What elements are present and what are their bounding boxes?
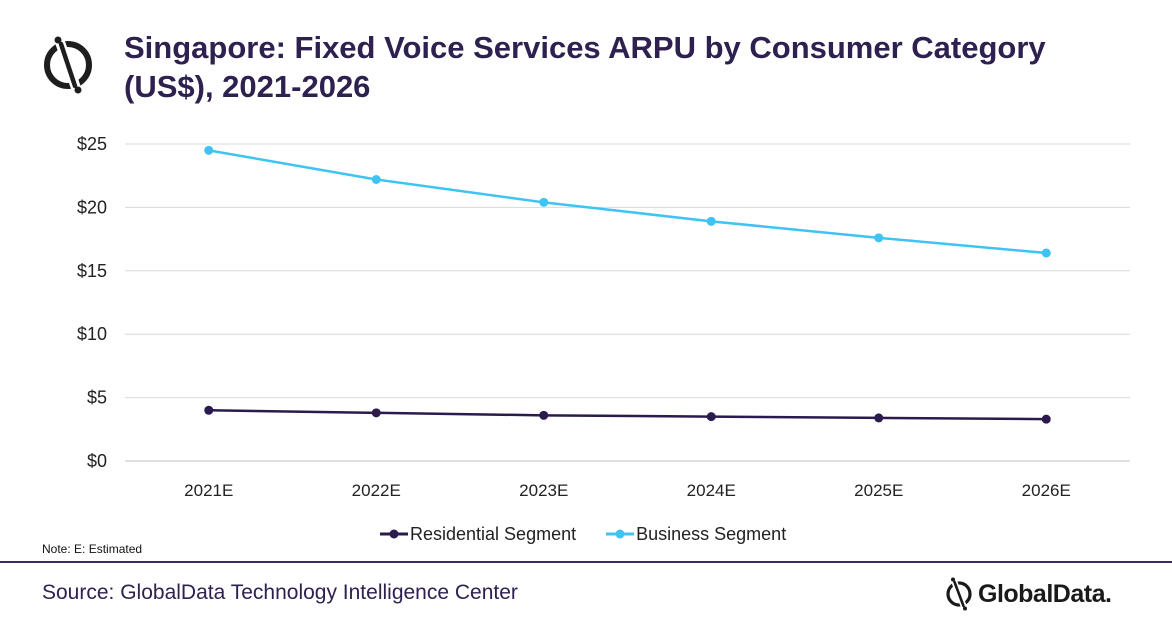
globaldata-logo-icon (40, 34, 96, 96)
source-text: Source: GlobalData Technology Intelligen… (42, 581, 518, 604)
line-chart: $0 $5 $10 $15 $20 $25 2021E 2022E 2023E 2024E 2025… (77, 134, 1130, 500)
x-tick-label: 2026E (1022, 481, 1071, 500)
y-tick-label: $20 (77, 197, 107, 217)
data-point-residential-segment (1041, 414, 1051, 424)
data-point-residential-segment (204, 405, 214, 415)
x-tick-label: 2025E (854, 481, 903, 500)
legend-swatch-business (606, 529, 635, 539)
y-tick-label: $0 (87, 451, 107, 471)
y-tick-label: $25 (77, 134, 107, 154)
y-tick-label: $15 (77, 261, 107, 281)
data-point-business-segment (539, 197, 549, 207)
data-point-business-segment (874, 233, 884, 243)
chart-note: Note: E: Estimated (42, 542, 143, 556)
legend-item-residential: Residential Segment (380, 522, 576, 546)
brand-logo: GlobalData. (944, 576, 1112, 612)
x-tick-label: 2024E (687, 481, 736, 500)
globaldata-brand-icon (946, 577, 972, 611)
data-point-business-segment (1041, 248, 1051, 258)
y-tick-label: $10 (77, 324, 107, 344)
x-tick-label: 2022E (352, 481, 401, 500)
series-line-business-segment (208, 149, 1047, 255)
series-line-residential-segment (208, 409, 1047, 421)
data-point-business-segment (371, 175, 381, 185)
legend-item-business: Business Segment (606, 522, 786, 546)
data-point-residential-segment (874, 413, 884, 423)
brand-name: GlobalData. (978, 579, 1112, 608)
data-point-residential-segment (539, 410, 549, 420)
data-point-residential-segment (706, 412, 716, 422)
legend-swatch-residential (380, 529, 408, 539)
data-point-business-segment (706, 216, 716, 226)
footer-divider (0, 561, 1172, 563)
legend-label-business: Business Segment (636, 523, 787, 544)
chart-legend: Residential Segment Business Segment (380, 522, 786, 546)
data-point-residential-segment (371, 408, 381, 418)
x-tick-label: 2021E (184, 481, 233, 500)
data-point-business-segment (204, 145, 214, 155)
x-tick-label: 2023E (519, 481, 568, 500)
chart-title: Singapore: Fixed Voice Services ARPU by … (124, 30, 1046, 104)
legend-label-residential: Residential Segment (410, 523, 577, 544)
y-tick-label: $5 (87, 388, 107, 408)
